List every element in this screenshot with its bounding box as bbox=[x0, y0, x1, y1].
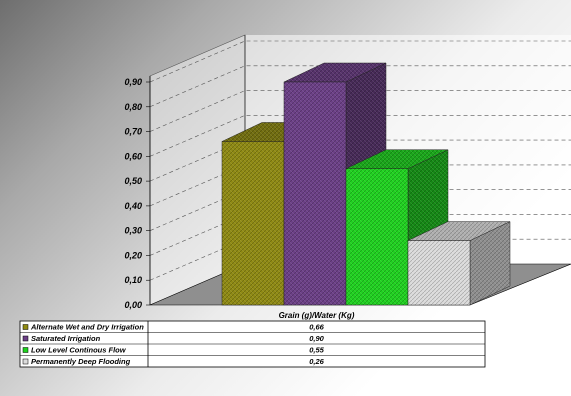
bar-4 bbox=[407, 221, 511, 306]
bar-front-texture bbox=[346, 168, 408, 305]
data-table-value: 0,55 bbox=[309, 346, 324, 355]
y-tick-label: 0,50 bbox=[124, 176, 142, 186]
data-table-value: 0,26 bbox=[309, 357, 324, 366]
legend-swatch bbox=[22, 324, 29, 330]
bar-top-texture bbox=[346, 149, 448, 169]
x-category-label: Grain (g)/Water (Kg) bbox=[279, 311, 355, 320]
bar-top-texture bbox=[284, 63, 386, 82]
legend-swatch bbox=[22, 358, 29, 365]
data-table-value: 0,90 bbox=[309, 334, 324, 343]
bar-front-texture bbox=[284, 82, 346, 305]
y-tick-label: 0,20 bbox=[124, 250, 142, 260]
y-tick-label: 0,30 bbox=[124, 226, 142, 236]
legend-label: Permanently Deep Flooding bbox=[31, 357, 131, 366]
y-tick-label: 0,10 bbox=[124, 275, 142, 285]
y-tick-label: 0,80 bbox=[124, 102, 142, 112]
legend-swatch bbox=[22, 347, 29, 353]
data-table-value: 0,66 bbox=[309, 323, 324, 332]
legend-label: Low Level Continous Flow bbox=[31, 346, 127, 355]
y-tick-label: 0,00 bbox=[124, 300, 142, 310]
y-tick-label: 0,40 bbox=[124, 201, 142, 211]
y-tick-label: 0,70 bbox=[124, 127, 142, 137]
y-tick-label: 0,90 bbox=[124, 77, 142, 87]
legend-swatch bbox=[22, 335, 29, 342]
bar-front-texture bbox=[222, 141, 284, 305]
legend-label: Saturated Irrigation bbox=[31, 334, 101, 343]
bar-side-texture bbox=[470, 221, 510, 305]
y-tick-label: 0,60 bbox=[124, 151, 142, 161]
bar-top-texture bbox=[408, 221, 510, 241]
bar-front-texture bbox=[408, 240, 470, 305]
legend-label: Alternate Wet and Dry Irrigation bbox=[30, 323, 144, 332]
